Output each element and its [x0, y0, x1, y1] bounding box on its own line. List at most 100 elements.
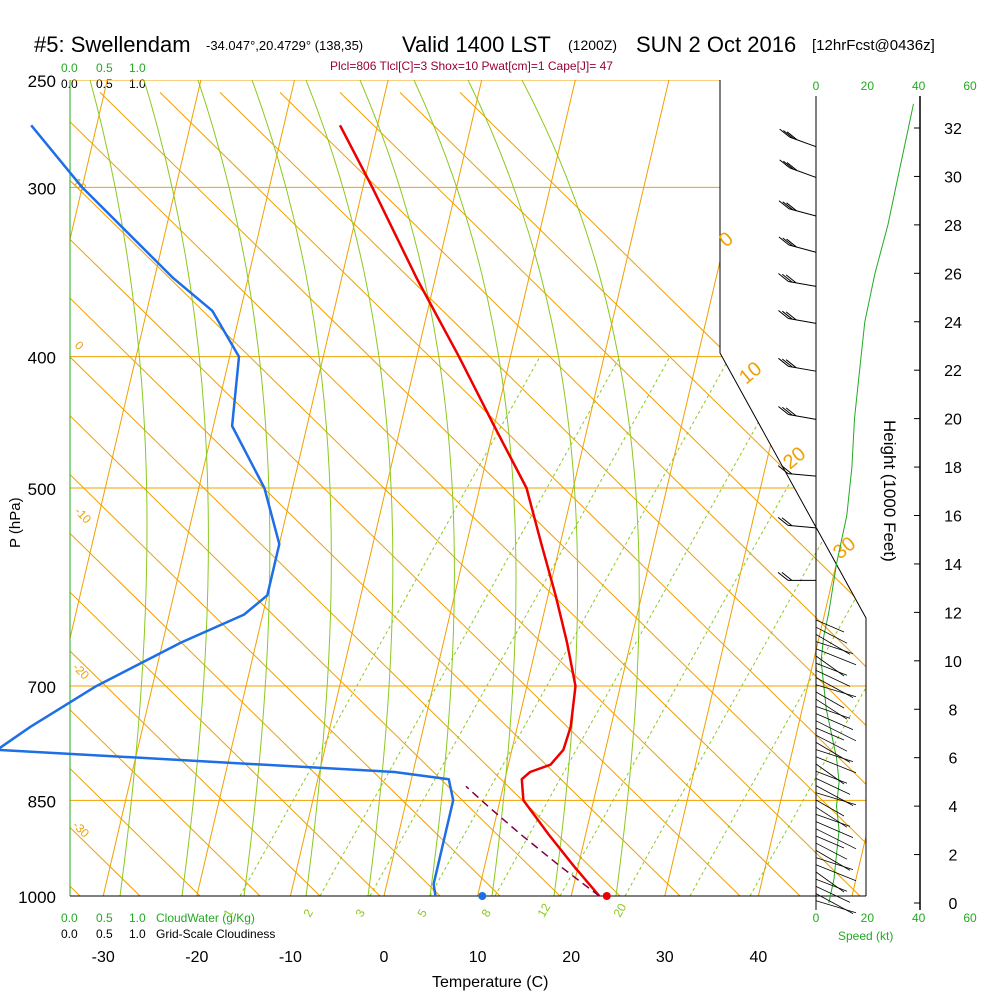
wind-barb-staff	[789, 136, 817, 148]
cloudiness-tick: 0.0	[61, 927, 78, 941]
x-tick-label: -30	[92, 949, 115, 966]
height-axis-label: Height (1000 Feet)	[880, 420, 899, 562]
wind-barb-flag	[777, 572, 789, 581]
wind-barb-flag	[783, 130, 794, 139]
cloudwater-tick: 0.0	[61, 911, 78, 925]
dry-adiabat-line	[70, 92, 801, 896]
low-level-barb	[815, 857, 854, 870]
x-tick-label: 30	[656, 949, 674, 966]
wind-barb	[777, 465, 817, 477]
height-tick-label: 10	[944, 654, 962, 671]
low-level-barb	[815, 763, 845, 785]
y-tick-label: 400	[28, 349, 56, 368]
low-level-barb	[815, 619, 845, 633]
height-tick-label: 18	[944, 460, 962, 477]
dry-adiabat-line	[459, 92, 866, 896]
mixing-ratio-line	[559, 356, 861, 896]
wind-barb	[779, 159, 817, 178]
wind-barb	[778, 406, 817, 420]
wind-barb-flag	[781, 310, 793, 320]
dry-adiabat-line	[70, 92, 321, 896]
dry-adiabat-label: 0	[715, 228, 738, 252]
dry-adiabat-line	[279, 92, 866, 896]
height-tick-label: 2	[949, 848, 958, 865]
low-level-barb	[815, 850, 851, 871]
valid-date: SUN 2 Oct 2016	[636, 32, 796, 57]
dry-adiabat-line	[70, 92, 861, 896]
isotherm-line	[851, 80, 866, 896]
wind-barb-flag	[782, 201, 794, 211]
isotherm-line	[70, 80, 108, 896]
height-tick-label: 20	[944, 412, 962, 429]
speed-axis-label: Speed (kt)	[838, 929, 893, 943]
speed-tick-bottom: 40	[912, 911, 926, 925]
station-title: #5: Swellendam	[34, 32, 191, 57]
wind-barb-flag	[781, 517, 793, 527]
dry-adiabat-line	[399, 92, 866, 896]
mixing-ratio-line	[369, 356, 671, 896]
temperature-line	[338, 124, 601, 897]
mixing-ratio-line	[689, 356, 866, 896]
low-level-barb	[815, 706, 851, 719]
y-tick-label: 250	[28, 72, 56, 91]
x-tick-label: -20	[185, 949, 208, 966]
wind-barb-flag	[778, 357, 789, 367]
mixing-ratio-label: 2	[300, 906, 316, 919]
low-level-barb	[815, 648, 857, 666]
wind-barb-flag	[778, 273, 789, 282]
wind-barb-flag	[786, 131, 798, 141]
wind-barb	[778, 200, 817, 217]
low-level-barb	[815, 871, 845, 893]
wind-barb-flag	[783, 160, 794, 170]
wind-barb	[779, 128, 817, 148]
low-level-barb	[815, 655, 845, 677]
wind-barb-flag	[778, 236, 790, 246]
mixing-ratio-label: 20	[610, 901, 629, 920]
wind-barb-flag	[781, 358, 793, 368]
wind-barb-staff	[788, 365, 817, 372]
wind-barb-staff	[788, 244, 817, 253]
wind-barb-flag	[777, 516, 789, 526]
low-level-barb	[815, 641, 854, 654]
low-level-barb	[815, 684, 857, 698]
moist-adiabat-line	[305, 80, 394, 896]
wind-barb-staff	[788, 318, 817, 324]
isotherm-line	[289, 80, 483, 896]
cloudiness-label: Grid-Scale Cloudiness	[156, 927, 275, 941]
wind-barb-flag	[786, 202, 797, 212]
wind-barb-flag	[786, 162, 798, 171]
dry-adiabat-line	[159, 92, 866, 896]
mixing-ratio-label: 12	[534, 901, 553, 920]
wind-barb	[777, 572, 816, 581]
low-level-barb	[815, 900, 857, 914]
wind-barb-flag	[781, 572, 793, 581]
wind-panel: 0246810121416182022242628303200202040406…	[777, 79, 977, 925]
wind-barb-staff	[788, 524, 817, 529]
wind-barb-staff	[788, 281, 817, 287]
low-level-barb	[815, 662, 848, 676]
wind-barb-staff	[788, 414, 817, 420]
low-level-barb	[815, 835, 845, 849]
height-tick-label: 32	[944, 121, 962, 138]
surface-temperature-dot	[602, 892, 611, 900]
wind-barb-staff	[789, 167, 817, 178]
low-level-barb	[815, 742, 851, 763]
sounding-params: Plcl=806 Tlcl[C]=3 Shox=10 Pwat[cm]=1 Ca…	[330, 59, 613, 73]
low-level-barb	[815, 792, 857, 806]
dry-adiabat-line	[70, 92, 741, 896]
dry-adiabat-line	[70, 92, 681, 896]
dry-adiabat-label: -20	[70, 660, 92, 682]
dry-adiabat-line	[70, 92, 261, 896]
low-level-barb	[815, 842, 848, 860]
height-tick-label: 8	[949, 702, 958, 719]
low-level-barb	[815, 799, 845, 817]
cloudwater-tick: 0.5	[96, 911, 113, 925]
y-axis-label: P (hPa)	[7, 497, 24, 548]
mixing-ratio-label: 8	[478, 906, 494, 919]
height-tick-label: 0	[949, 896, 958, 913]
low-level-barb	[815, 734, 848, 752]
height-tick-label: 28	[944, 218, 962, 235]
dry-adiabat-line	[70, 92, 381, 896]
wind-barb-flag	[785, 407, 797, 417]
